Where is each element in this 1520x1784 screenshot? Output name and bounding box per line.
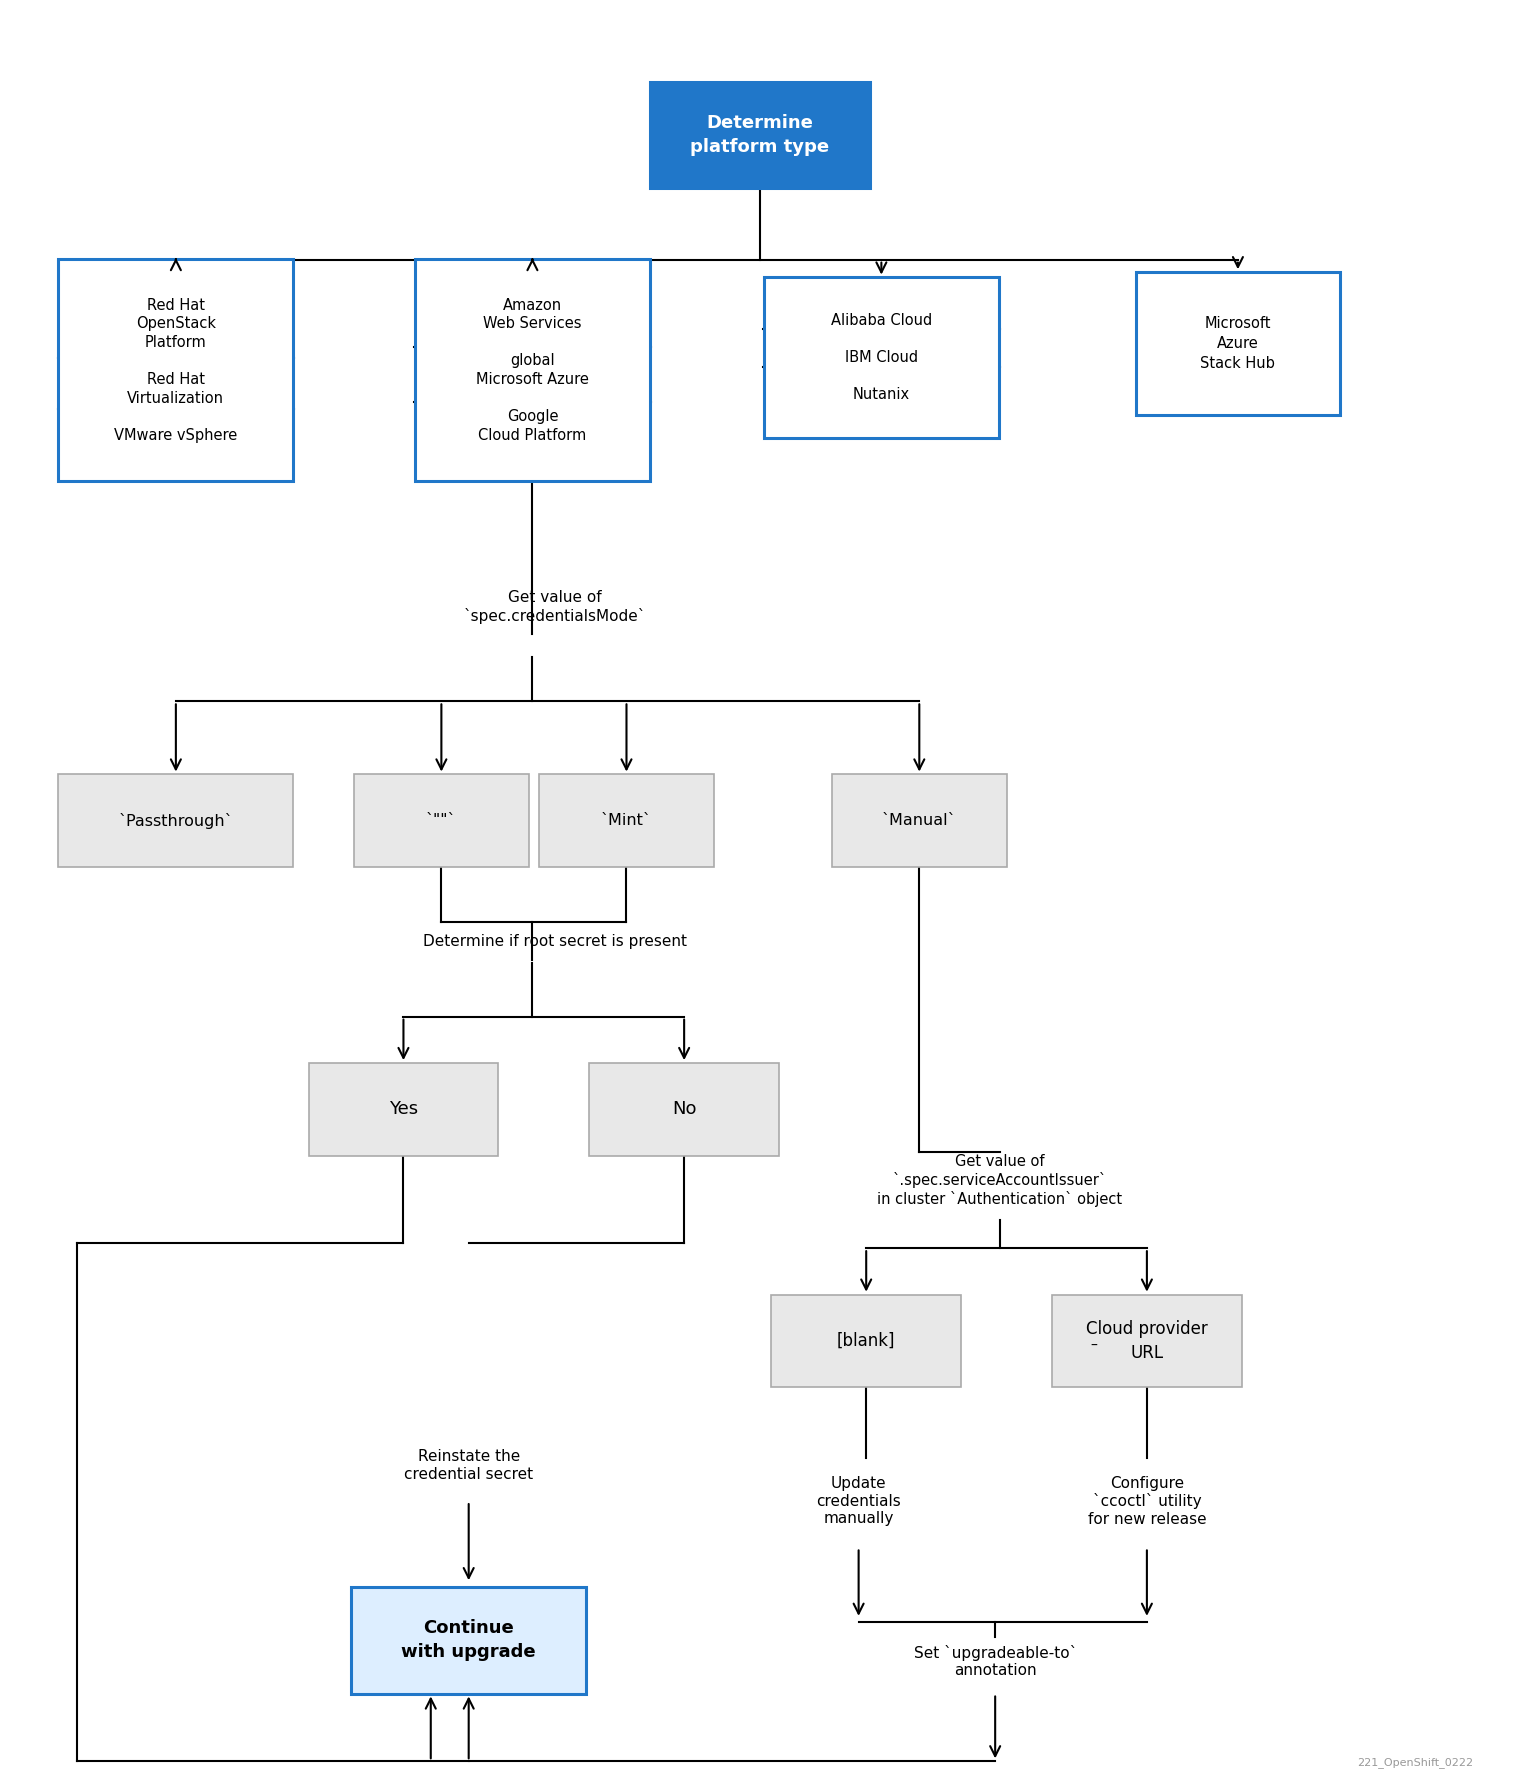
Text: 221_OpenShift_0222: 221_OpenShift_0222 xyxy=(1357,1757,1473,1768)
FancyBboxPatch shape xyxy=(58,774,293,867)
Text: `""`: `""` xyxy=(426,814,456,828)
FancyBboxPatch shape xyxy=(309,1063,499,1156)
Text: Alibaba Cloud

IBM Cloud

Nutanix: Alibaba Cloud IBM Cloud Nutanix xyxy=(831,312,932,403)
Text: Yes: Yes xyxy=(389,1101,418,1119)
FancyBboxPatch shape xyxy=(354,774,529,867)
Text: `Manual`: `Manual` xyxy=(882,814,956,828)
Text: Reinstate the
credential secret: Reinstate the credential secret xyxy=(404,1449,534,1483)
FancyBboxPatch shape xyxy=(1052,1295,1242,1388)
Text: Get value of
`spec.credentialsMode`: Get value of `spec.credentialsMode` xyxy=(464,591,646,624)
Text: Get value of
`.spec.serviceAccountIssuer`
in cluster `Authentication` object: Get value of `.spec.serviceAccountIssuer… xyxy=(877,1154,1122,1206)
Text: Update
credentials
manually: Update credentials manually xyxy=(816,1477,901,1525)
Text: Continue
with upgrade: Continue with upgrade xyxy=(401,1620,537,1661)
Text: Amazon
Web Services

global
Microsoft Azure

Google
Cloud Platform: Amazon Web Services global Microsoft Azu… xyxy=(476,298,588,442)
Text: Determine if root secret is present: Determine if root secret is present xyxy=(423,935,687,949)
Text: Microsoft
Azure
Stack Hub: Microsoft Azure Stack Hub xyxy=(1201,316,1275,371)
FancyBboxPatch shape xyxy=(415,259,651,482)
Text: [blank]: [blank] xyxy=(838,1333,895,1350)
Text: Configure
`ccoctl` utility
for new release: Configure `ccoctl` utility for new relea… xyxy=(1088,1475,1207,1527)
Text: Red Hat
OpenStack
Platform

Red Hat
Virtualization

VMware vSphere: Red Hat OpenStack Platform Red Hat Virtu… xyxy=(114,298,237,442)
Text: –: – xyxy=(1090,1340,1097,1354)
FancyBboxPatch shape xyxy=(651,82,869,189)
Text: No: No xyxy=(672,1101,696,1119)
FancyBboxPatch shape xyxy=(590,1063,778,1156)
FancyBboxPatch shape xyxy=(1135,273,1341,414)
FancyBboxPatch shape xyxy=(831,774,1006,867)
FancyBboxPatch shape xyxy=(351,1586,587,1693)
FancyBboxPatch shape xyxy=(771,1295,961,1388)
Text: `Mint`: `Mint` xyxy=(600,814,652,828)
Text: Determine
platform type: Determine platform type xyxy=(690,114,830,155)
Text: Set `upgradeable-to`
annotation: Set `upgradeable-to` annotation xyxy=(914,1645,1076,1679)
FancyBboxPatch shape xyxy=(540,774,714,867)
FancyBboxPatch shape xyxy=(58,259,293,482)
Text: `Passthrough`: `Passthrough` xyxy=(119,814,233,830)
Text: Cloud provider
URL: Cloud provider URL xyxy=(1085,1320,1208,1361)
FancyBboxPatch shape xyxy=(763,278,999,437)
